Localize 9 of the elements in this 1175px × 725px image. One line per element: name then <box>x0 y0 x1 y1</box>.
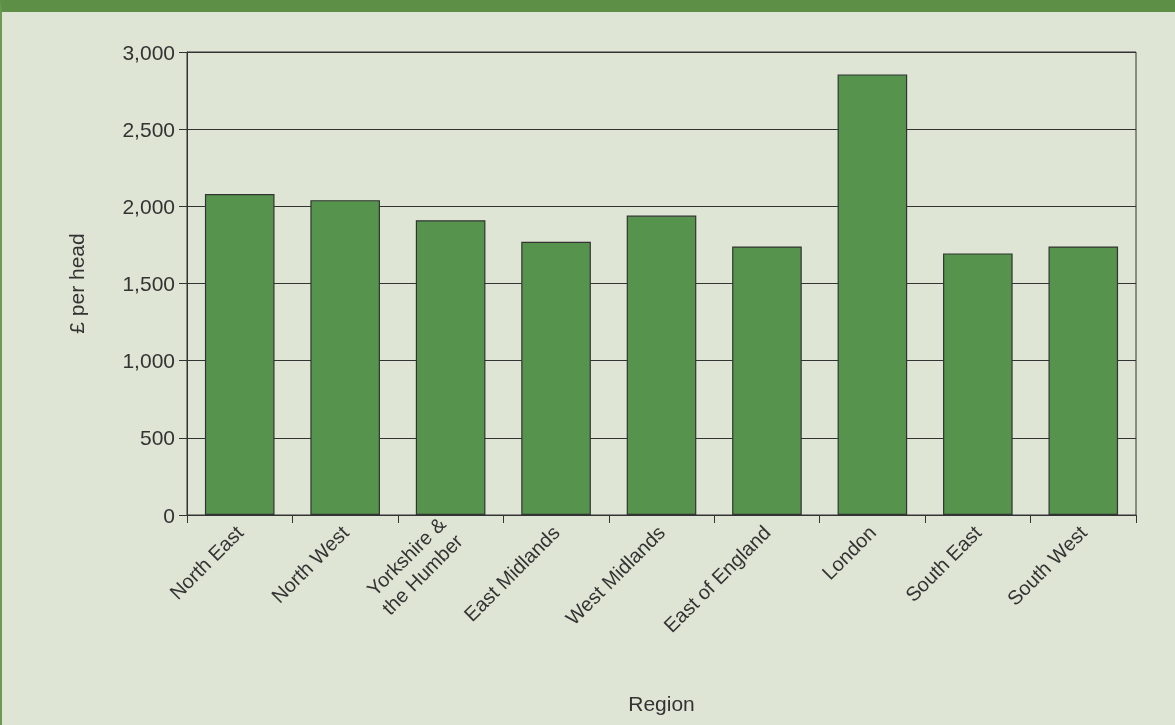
y-tick-label: 3,000 <box>122 40 175 64</box>
x-axis-title: Region <box>628 692 695 715</box>
y-axis-title: £ per head <box>65 233 88 334</box>
y-tick-label: 1,500 <box>122 272 175 295</box>
y-tick-label: 0 <box>163 503 175 527</box>
y-tick-label: 1,000 <box>122 349 175 373</box>
y-tick-label: 500 <box>139 426 175 450</box>
y-tick-label: 2,000 <box>122 194 175 218</box>
y-tick-label: 2,500 <box>122 117 175 141</box>
